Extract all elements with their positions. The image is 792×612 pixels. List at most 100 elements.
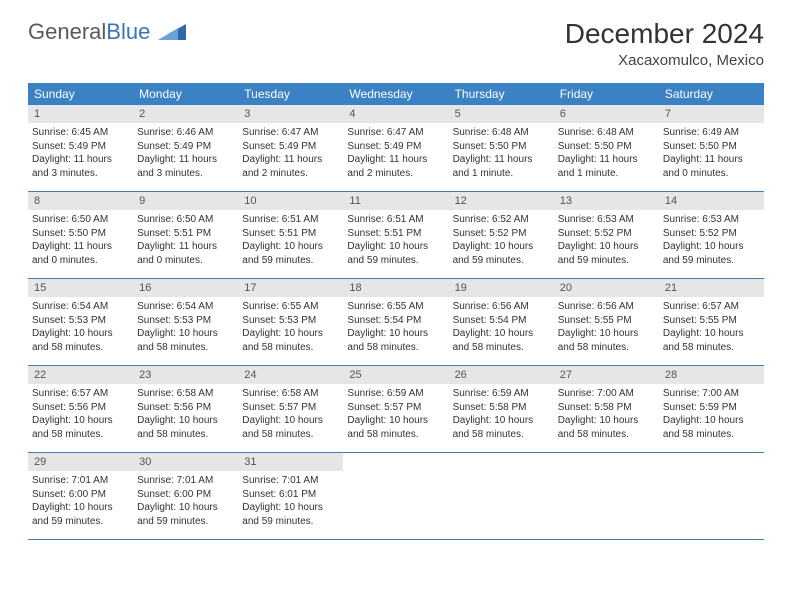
title-block: December 2024 Xacaxomulco, Mexico [565,18,764,69]
day-details: Sunrise: 6:55 AMSunset: 5:53 PMDaylight:… [238,300,343,354]
weekday-header: Sunday [28,83,133,105]
day-details: Sunrise: 6:54 AMSunset: 5:53 PMDaylight:… [133,300,238,354]
day-number: 19 [449,279,554,297]
weekday-header: Thursday [449,83,554,105]
calendar-day: 14 Sunrise: 6:53 AMSunset: 5:52 PMDayligh… [659,192,764,278]
calendar-week: 1 Sunrise: 6:45 AMSunset: 5:49 PMDaylight… [28,105,764,192]
calendar-day: 8 Sunrise: 6:50 AMSunset: 5:50 PMDaylight… [28,192,133,278]
calendar-day: 25Sunrise: 6:59 AMSunset: 5:57 PMDayligh… [343,366,448,452]
day-number: 25 [343,366,448,384]
day-number: 5 [449,105,554,123]
calendar-grid: SundayMondayTuesdayWednesdayThursdayFrid… [28,83,764,540]
calendar-day: 17 Sunrise: 6:55 AMSunset: 5:53 PMDayligh… [238,279,343,365]
day-details: Sunrise: 6:48 AMSunset: 5:50 PMDaylight:… [554,126,659,180]
calendar-week: 8 Sunrise: 6:50 AMSunset: 5:50 PMDaylight… [28,192,764,279]
calendar-day: 22 Sunrise: 6:57 AMSunset: 5:56 PMDayligh… [28,366,133,452]
day-number: 28 [659,366,764,384]
logo-triangle-icon [158,18,186,45]
logo-text-right: Blue [106,19,150,44]
calendar-day: 31 Sunrise: 7:01 AMSunset: 6:01 PMDayligh… [238,453,343,539]
calendar-day: 15Sunrise: 6:54 AMSunset: 5:53 PMDayligh… [28,279,133,365]
day-details: Sunrise: 6:53 AMSunset: 5:52 PMDaylight:… [659,213,764,267]
calendar-day: 10 Sunrise: 6:51 AMSunset: 5:51 PMDayligh… [238,192,343,278]
calendar-day: 18 Sunrise: 6:55 AMSunset: 5:54 PMDayligh… [343,279,448,365]
day-number: 21 [659,279,764,297]
calendar-day: 16 Sunrise: 6:54 AMSunset: 5:53 PMDayligh… [133,279,238,365]
day-details: Sunrise: 6:58 AMSunset: 5:56 PMDaylight:… [133,387,238,441]
calendar-week: 29Sunrise: 7:01 AMSunset: 6:00 PMDayligh… [28,453,764,540]
day-number: 8 [28,192,133,210]
day-number: 13 [554,192,659,210]
day-number: 26 [449,366,554,384]
logo-text: GeneralBlue [28,19,150,45]
day-number: 1 [28,105,133,123]
day-details: Sunrise: 6:55 AMSunset: 5:54 PMDaylight:… [343,300,448,354]
calendar-day: 6Sunrise: 6:48 AMSunset: 5:50 PMDaylight… [554,105,659,191]
day-details: Sunrise: 6:46 AMSunset: 5:49 PMDaylight:… [133,126,238,180]
header-row: GeneralBlue December 2024 Xacaxomulco, M… [28,18,764,69]
day-details: Sunrise: 6:53 AMSunset: 5:52 PMDaylight:… [554,213,659,267]
day-details: Sunrise: 7:00 AMSunset: 5:59 PMDaylight:… [659,387,764,441]
day-number: 3 [238,105,343,123]
day-number: 11 [343,192,448,210]
day-details: Sunrise: 6:47 AMSunset: 5:49 PMDaylight:… [343,126,448,180]
day-details: Sunrise: 6:45 AMSunset: 5:49 PMDaylight:… [28,126,133,180]
calendar-day: 9Sunrise: 6:50 AMSunset: 5:51 PMDaylight… [133,192,238,278]
calendar-day-empty [659,453,764,539]
day-details: Sunrise: 6:58 AMSunset: 5:57 PMDaylight:… [238,387,343,441]
day-details: Sunrise: 6:50 AMSunset: 5:51 PMDaylight:… [133,213,238,267]
location-text: Xacaxomulco, Mexico [565,52,764,69]
day-number: 10 [238,192,343,210]
calendar-day: 12 Sunrise: 6:52 AMSunset: 5:52 PMDayligh… [449,192,554,278]
day-details: Sunrise: 6:50 AMSunset: 5:50 PMDaylight:… [28,213,133,267]
day-details: Sunrise: 6:47 AMSunset: 5:49 PMDaylight:… [238,126,343,180]
calendar-day: 21 Sunrise: 6:57 AMSunset: 5:55 PMDayligh… [659,279,764,365]
weekday-header: Monday [133,83,238,105]
weekday-header-row: SundayMondayTuesdayWednesdayThursdayFrid… [28,83,764,105]
day-details: Sunrise: 7:01 AMSunset: 6:00 PMDaylight:… [28,474,133,528]
calendar-day: 24 Sunrise: 6:58 AMSunset: 5:57 PMDayligh… [238,366,343,452]
month-title: December 2024 [565,18,764,50]
calendar-day: 1 Sunrise: 6:45 AMSunset: 5:49 PMDaylight… [28,105,133,191]
day-details: Sunrise: 6:57 AMSunset: 5:55 PMDaylight:… [659,300,764,354]
day-details: Sunrise: 7:01 AMSunset: 6:00 PMDaylight:… [133,474,238,528]
day-number: 24 [238,366,343,384]
day-number: 18 [343,279,448,297]
calendar-day: 26 Sunrise: 6:59 AMSunset: 5:58 PMDayligh… [449,366,554,452]
day-details: Sunrise: 6:59 AMSunset: 5:58 PMDaylight:… [449,387,554,441]
weekday-header: Saturday [659,83,764,105]
day-number: 12 [449,192,554,210]
day-details: Sunrise: 7:00 AMSunset: 5:58 PMDaylight:… [554,387,659,441]
day-details: Sunrise: 7:01 AMSunset: 6:01 PMDaylight:… [238,474,343,528]
day-details: Sunrise: 6:57 AMSunset: 5:56 PMDaylight:… [28,387,133,441]
calendar-week: 15Sunrise: 6:54 AMSunset: 5:53 PMDayligh… [28,279,764,366]
weekday-header: Tuesday [238,83,343,105]
day-details: Sunrise: 6:51 AMSunset: 5:51 PMDaylight:… [343,213,448,267]
calendar-day: 3 Sunrise: 6:47 AMSunset: 5:49 PMDaylight… [238,105,343,191]
calendar-day: 11 Sunrise: 6:51 AMSunset: 5:51 PMDayligh… [343,192,448,278]
calendar-day: 23Sunrise: 6:58 AMSunset: 5:56 PMDayligh… [133,366,238,452]
day-number: 20 [554,279,659,297]
day-details: Sunrise: 6:52 AMSunset: 5:52 PMDaylight:… [449,213,554,267]
day-number: 7 [659,105,764,123]
day-details: Sunrise: 6:56 AMSunset: 5:55 PMDaylight:… [554,300,659,354]
calendar-day: 7 Sunrise: 6:49 AMSunset: 5:50 PMDaylight… [659,105,764,191]
calendar-week: 22 Sunrise: 6:57 AMSunset: 5:56 PMDayligh… [28,366,764,453]
weekday-header: Friday [554,83,659,105]
calendar-day: 29Sunrise: 7:01 AMSunset: 6:00 PMDayligh… [28,453,133,539]
logo-text-left: General [28,19,106,44]
day-number: 17 [238,279,343,297]
day-number: 14 [659,192,764,210]
calendar-day: 4 Sunrise: 6:47 AMSunset: 5:49 PMDaylight… [343,105,448,191]
calendar-day: 20 Sunrise: 6:56 AMSunset: 5:55 PMDayligh… [554,279,659,365]
day-number: 16 [133,279,238,297]
day-details: Sunrise: 6:51 AMSunset: 5:51 PMDaylight:… [238,213,343,267]
day-details: Sunrise: 6:56 AMSunset: 5:54 PMDaylight:… [449,300,554,354]
logo: GeneralBlue [28,18,186,45]
day-number: 31 [238,453,343,471]
day-details: Sunrise: 6:54 AMSunset: 5:53 PMDaylight:… [28,300,133,354]
calendar-day: 2Sunrise: 6:46 AMSunset: 5:49 PMDaylight… [133,105,238,191]
day-number: 22 [28,366,133,384]
day-number: 4 [343,105,448,123]
day-details: Sunrise: 6:49 AMSunset: 5:50 PMDaylight:… [659,126,764,180]
